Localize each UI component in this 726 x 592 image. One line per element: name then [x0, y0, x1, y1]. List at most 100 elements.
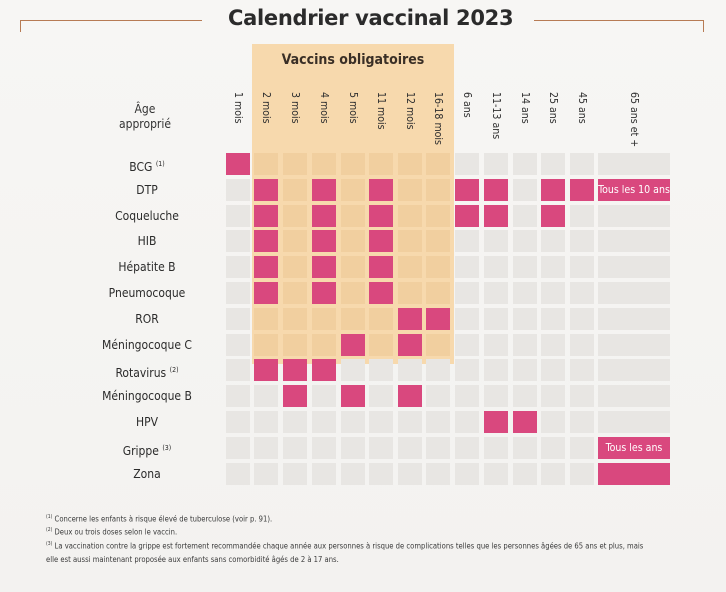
age-title-line1: Âge: [134, 102, 156, 116]
row-label: ROR: [80, 310, 214, 328]
vaccine-cell: [283, 282, 307, 304]
vaccine-cell: [226, 204, 250, 227]
vaccine-cell: [513, 436, 537, 459]
vaccine-cell-active: [513, 411, 537, 433]
vaccine-cell: [570, 256, 594, 279]
vaccine-cell: [426, 230, 450, 253]
column-header: 12 mois: [404, 92, 416, 130]
vaccine-cell: [341, 153, 365, 175]
vaccine-cell: [513, 307, 537, 330]
vaccine-cell: [598, 359, 670, 382]
row-label-text: ROR: [135, 311, 159, 326]
vaccine-cell: [484, 385, 508, 408]
vaccine-cell-active: [341, 385, 365, 408]
vaccine-cell: [598, 282, 670, 304]
vaccine-cell: [541, 462, 565, 485]
vaccine-cell: [341, 307, 365, 330]
vaccine-cell: [541, 333, 565, 356]
row-label-note: (1): [155, 160, 165, 168]
row-label-text: Zona: [133, 466, 161, 481]
vaccine-cell: [570, 411, 594, 433]
vaccine-cell: [254, 462, 278, 485]
column-header: 5 mois: [347, 92, 359, 124]
vaccine-cell: [369, 462, 393, 485]
vaccine-cell: [341, 411, 365, 433]
vaccine-cell: [455, 462, 479, 485]
vaccine-cell: [484, 256, 508, 279]
footnote-1: (1) Concerne les enfants à risque élevé …: [46, 514, 272, 524]
vaccine-cell: [398, 178, 422, 201]
vaccine-cell: [283, 436, 307, 459]
vaccine-cell: [570, 204, 594, 227]
vaccine-cell: [312, 436, 336, 459]
vaccine-cell: [226, 436, 250, 459]
vaccine-cell: [598, 153, 670, 175]
vaccine-cell: [484, 359, 508, 382]
vaccine-cell: [226, 256, 250, 279]
vaccine-cell: [541, 256, 565, 279]
title-rule-right-drop: [703, 20, 704, 32]
vaccine-cell-active: [484, 204, 508, 227]
row-label-text: Coqueluche: [115, 208, 179, 223]
age-title-line2: approprié: [118, 117, 172, 131]
vaccine-cell-active: [369, 178, 393, 201]
vaccine-cell: [312, 333, 336, 356]
footnote-3: (3) La vaccination contre la grippe est …: [46, 541, 643, 551]
vaccine-cell: [426, 178, 450, 201]
vaccine-cell: [513, 256, 537, 279]
vaccine-cell: [226, 411, 250, 433]
footnote-1-mark: (1): [46, 514, 53, 520]
vaccine-cell-active: [226, 153, 250, 175]
vaccine-cell-active: [341, 333, 365, 356]
vaccine-cell: [369, 359, 393, 382]
vaccine-cell: [513, 385, 537, 408]
column-header: 11-13 ans: [490, 92, 502, 140]
vaccine-cell: [426, 282, 450, 304]
vaccine-cell-active: [254, 359, 278, 382]
vaccine-cell: [513, 359, 537, 382]
vaccine-cell: [341, 230, 365, 253]
vaccine-cell: [598, 256, 670, 279]
vaccine-cell-active: [312, 359, 336, 382]
vaccine-cell: [226, 333, 250, 356]
vaccine-cell: [369, 385, 393, 408]
vaccine-cell: [283, 230, 307, 253]
vaccine-cell: [426, 436, 450, 459]
vaccine-cell: [254, 307, 278, 330]
column-header: 4 mois: [318, 92, 330, 124]
vaccine-cell: [598, 411, 670, 433]
vaccine-cell: [455, 153, 479, 175]
vaccine-cell: [283, 178, 307, 201]
row-label-note: (2): [169, 366, 179, 375]
vaccine-cell: [341, 462, 365, 485]
row-label: DTP: [80, 181, 214, 199]
row-label: Méningocoque C: [80, 336, 214, 354]
vaccine-cell: [513, 282, 537, 304]
vaccine-cell: [541, 153, 565, 175]
vaccine-cell: [369, 411, 393, 433]
vaccine-cell: [312, 462, 336, 485]
vaccine-cell: [254, 436, 278, 459]
row-label-text: Méningocoque B: [102, 389, 192, 404]
row-label: Grippe (3): [80, 439, 214, 458]
footnote-3-mark: (3): [46, 541, 53, 547]
vaccine-cell: [484, 462, 508, 485]
vaccine-cell: [312, 385, 336, 408]
title-rule-left-drop: [20, 20, 21, 32]
row-label: Coqueluche: [80, 207, 214, 225]
row-label: Rotavirus (2): [80, 361, 214, 380]
vaccine-cell-active: [398, 307, 422, 330]
column-header: 6 ans: [461, 92, 473, 118]
row-label: HPV: [80, 413, 214, 431]
vaccine-cell: [513, 204, 537, 227]
every-10-years-cell: Tous les 10 ans: [598, 178, 670, 201]
vaccine-cell-active: [283, 385, 307, 408]
row-label: BCG (1): [80, 155, 214, 174]
vaccine-cell: [226, 385, 250, 408]
mandatory-vaccines-label: Vaccins obligatoires: [281, 52, 425, 68]
column-header: 45 ans: [576, 92, 588, 124]
vaccine-cell-active: [426, 307, 450, 330]
vaccine-cell: [398, 153, 422, 175]
vaccine-cell: [513, 333, 537, 356]
vaccine-cell: [369, 153, 393, 175]
